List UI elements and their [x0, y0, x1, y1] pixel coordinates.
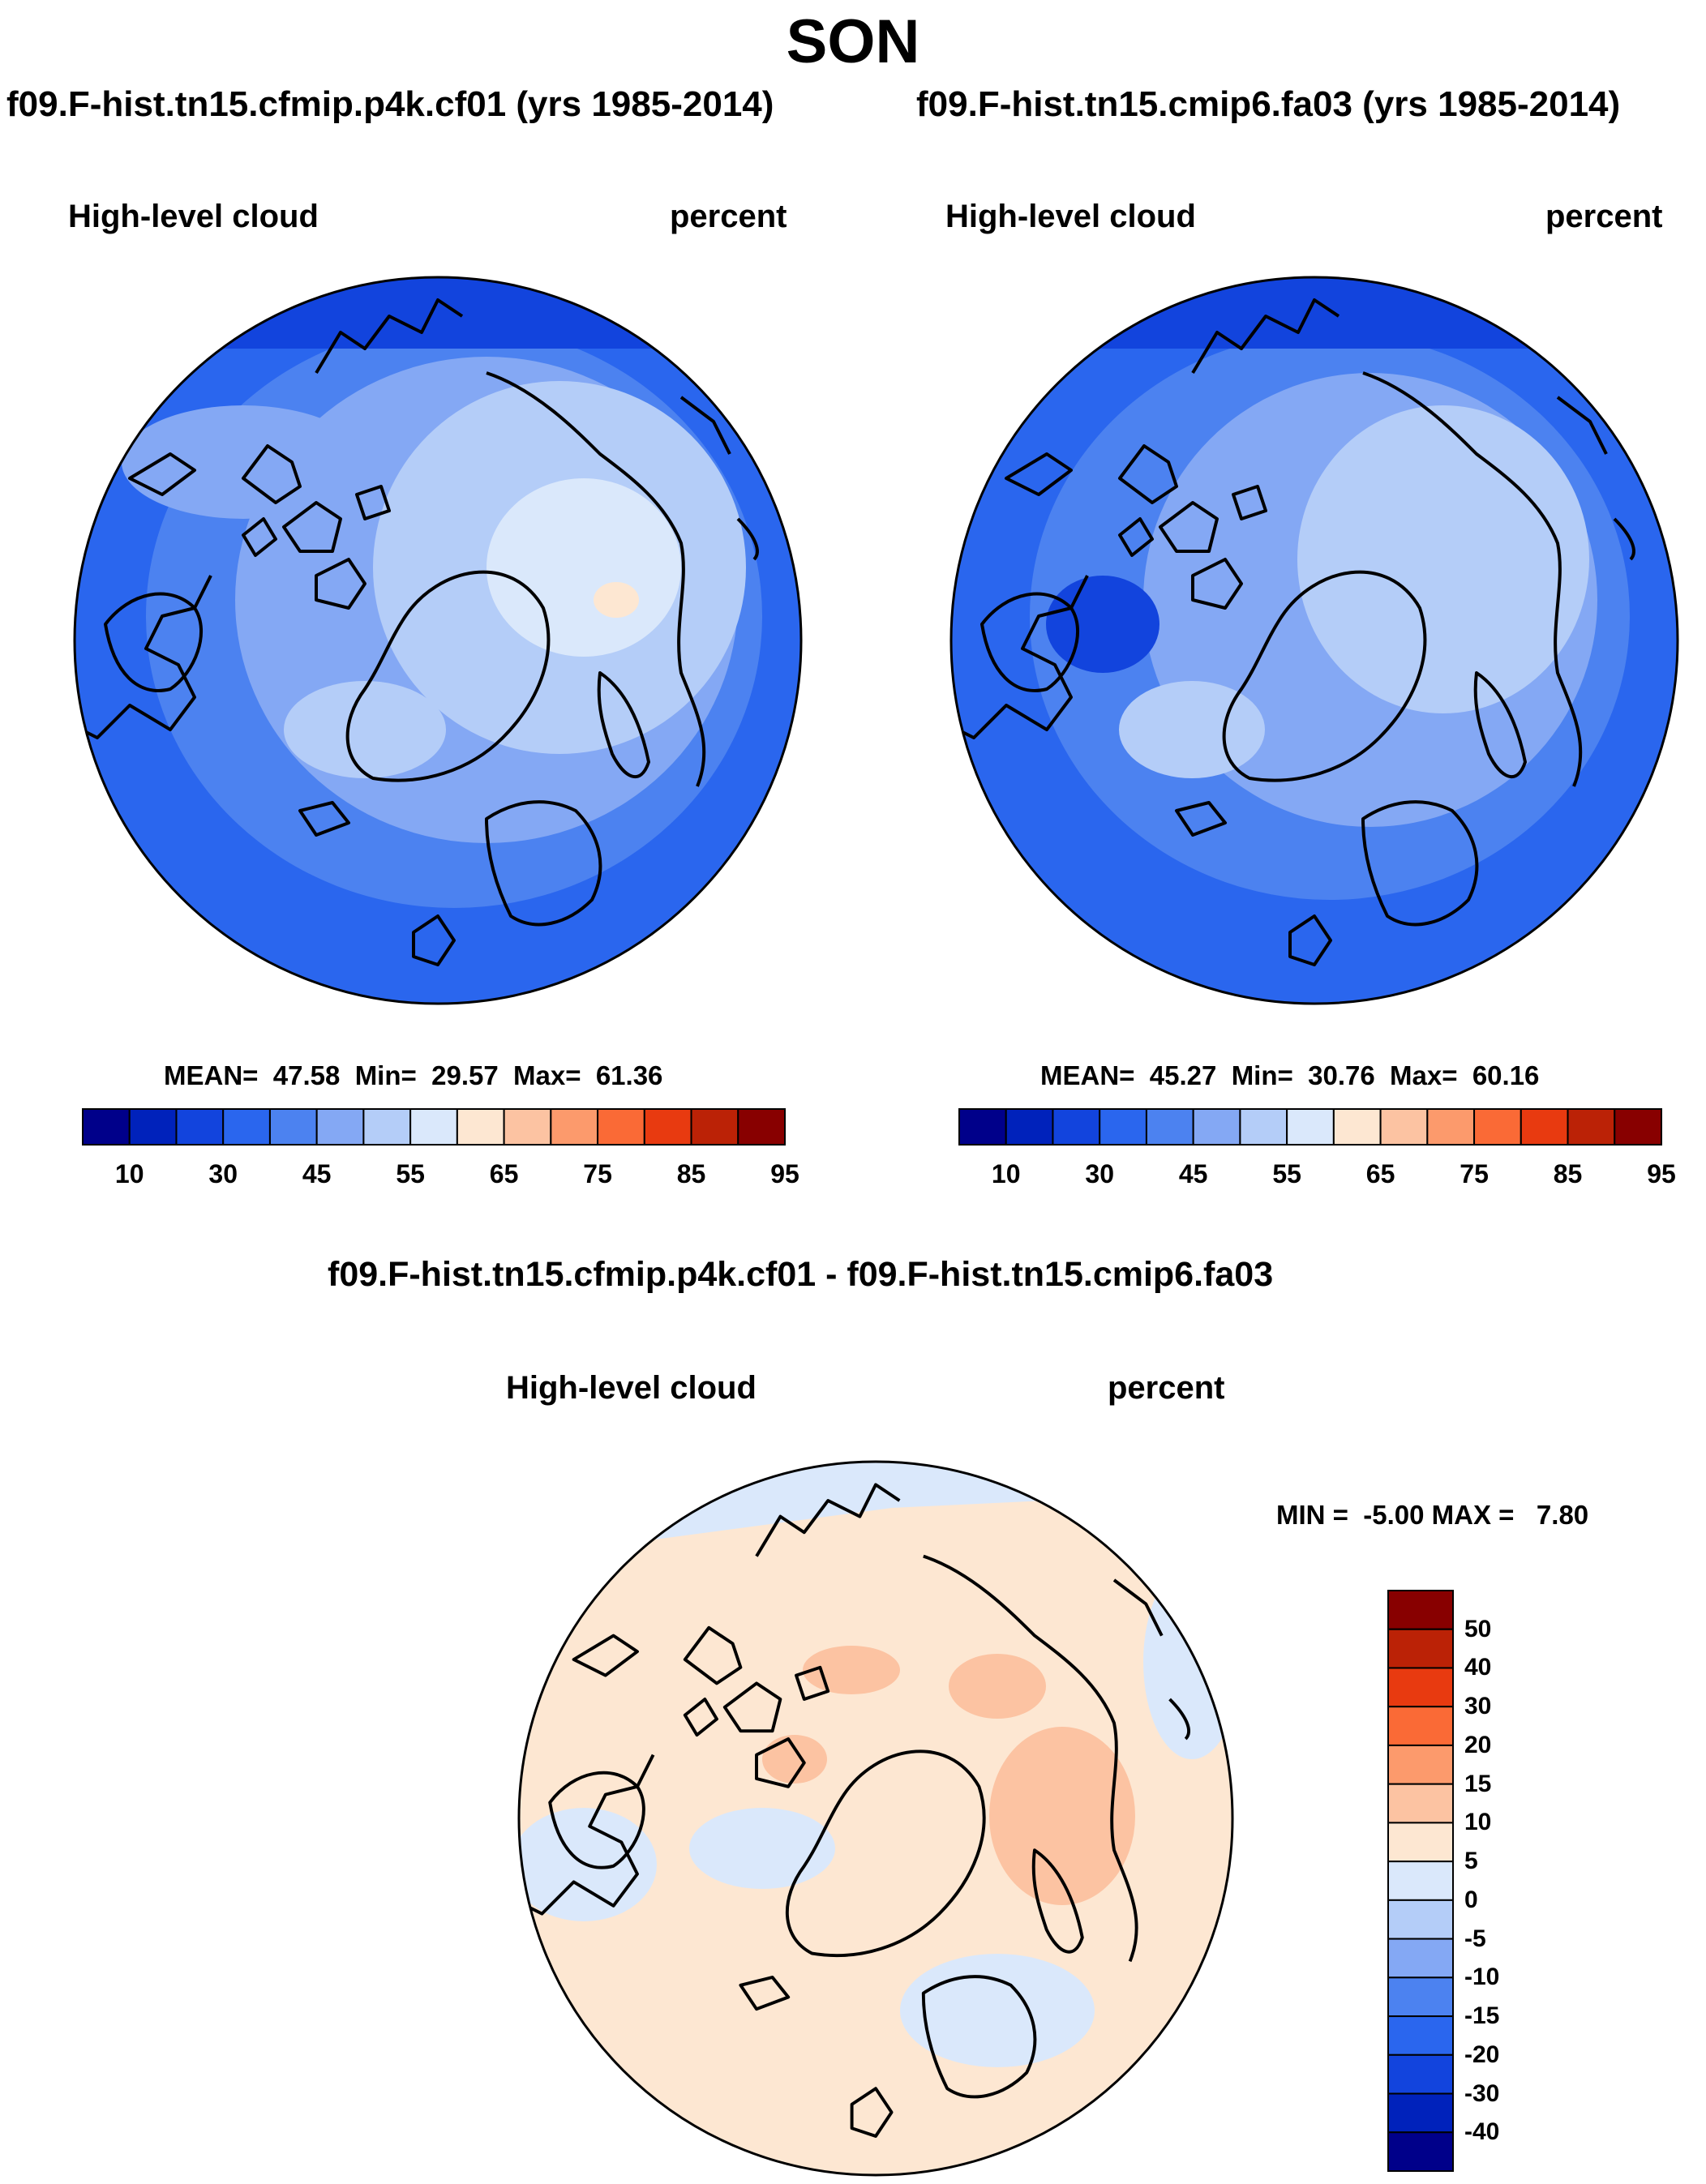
colorbar-right-tick-label: 65 [1365, 1159, 1395, 1188]
colorbar-right-swatch [1286, 1108, 1335, 1146]
colorbar-right-swatch [1192, 1108, 1241, 1146]
colorbar-diff-swatch [1387, 1628, 1454, 1669]
colorbar-right-swatch [1473, 1108, 1522, 1146]
colorbar-left-swatch [597, 1108, 645, 1146]
colorbar-diff-tick-label: 0 [1464, 1886, 1478, 1913]
map-right [951, 277, 1678, 1004]
colorbar-left-swatch [268, 1108, 318, 1146]
colorbar-left-tick-label: 75 [583, 1159, 612, 1188]
panel-right-title: f09.F-hist.tn15.cmip6.fa03 (yrs 1985-201… [916, 84, 1621, 124]
colorbar-left-tick-label: 10 [114, 1159, 144, 1188]
colorbar-right-swatch [1379, 1108, 1429, 1146]
panel-right-units: percent [1545, 199, 1663, 234]
colorbar-diff-tick-label: -40 [1464, 2118, 1500, 2146]
colorbar-diff-tick-label: 40 [1464, 1654, 1492, 1681]
colorbar-left-tick-label: 95 [770, 1159, 799, 1188]
colorbar-right [958, 1108, 1663, 1146]
panel-left-units: percent [670, 199, 787, 234]
colorbar-left-swatch [222, 1108, 271, 1146]
colorbar-diff-swatch [1387, 2131, 1454, 2172]
colorbar-left [82, 1108, 786, 1146]
colorbar-diff-tick-label: -5 [1464, 1925, 1486, 1952]
colorbar-left-tick-label: 65 [489, 1159, 519, 1188]
colorbar-diff-tick-label: 30 [1464, 1693, 1492, 1720]
panel-diff-stats: MIN = -5.00 MAX = 7.80 [1276, 1500, 1589, 1530]
colorbar-diff-swatch [1387, 2092, 1454, 2134]
colorbar-left-tick-label: 30 [208, 1159, 238, 1188]
season-title: SON [786, 7, 920, 76]
colorbar-diff-tick-label: -15 [1464, 2002, 1500, 2030]
colorbar-right-tick-label: 45 [1178, 1159, 1208, 1188]
panel-left-stats: MEAN= 47.58 Min= 29.57 Max= 61.36 [164, 1060, 663, 1090]
colorbar-diff-swatch [1387, 2015, 1454, 2056]
colorbar-diff-tick-label: 20 [1464, 1731, 1492, 1758]
colorbar-left-swatch [128, 1108, 178, 1146]
colorbar-left-tick-label: 85 [676, 1159, 706, 1188]
colorbar-right-swatch [958, 1108, 1007, 1146]
colorbar-right-tick-label: 55 [1272, 1159, 1301, 1188]
colorbar-diff-swatch [1387, 1783, 1454, 1824]
colorbar-left-swatch [643, 1108, 692, 1146]
colorbar-diff-swatch [1387, 1976, 1454, 2018]
colorbar-left-tick-label: 45 [302, 1159, 332, 1188]
colorbar-right-swatch [1520, 1108, 1569, 1146]
colorbar-diff-tick-label: -20 [1464, 2041, 1500, 2068]
map-diff-border [517, 1460, 1234, 2177]
colorbar-diff-tick-label: 5 [1464, 1848, 1478, 1875]
colorbar-diff-swatch [1387, 1861, 1454, 1901]
panel-diff-title: f09.F-hist.tn15.cfmip.p4k.cf01 - f09.F-h… [328, 1255, 1274, 1294]
panel-left-variable: High-level cloud [68, 199, 319, 234]
map-left [75, 277, 801, 1004]
colorbar-right-tick-label: 75 [1460, 1159, 1489, 1188]
map-right-border [949, 276, 1679, 1005]
colorbar-diff-swatch [1387, 1899, 1454, 1940]
colorbar-diff-swatch [1387, 1590, 1454, 1630]
colorbar-right-swatch [1614, 1108, 1663, 1146]
colorbar-right-swatch [1426, 1108, 1476, 1146]
colorbar-right-swatch [1052, 1108, 1101, 1146]
colorbar-right-swatch [1005, 1108, 1054, 1146]
colorbar-right-swatch [1145, 1108, 1194, 1146]
colorbar-left-tick-label: 55 [396, 1159, 425, 1188]
colorbar-right-swatch [1567, 1108, 1616, 1146]
panel-diff-variable: High-level cloud [506, 1370, 757, 1406]
colorbar-left-swatch [409, 1108, 458, 1146]
colorbar-left-swatch [690, 1108, 739, 1146]
colorbar-left-swatch [362, 1108, 412, 1146]
colorbar-diff-swatch [1387, 1706, 1454, 1746]
colorbar-diff-swatch [1387, 2053, 1454, 2095]
colorbar-left-swatch [456, 1108, 505, 1146]
colorbar-right-swatch [1239, 1108, 1288, 1146]
colorbar-diff-tick-label: -10 [1464, 1963, 1500, 1991]
colorbar-diff-tick-label: 10 [1464, 1809, 1492, 1836]
colorbar-diff-tick-label: -30 [1464, 2079, 1500, 2107]
panel-right-stats: MEAN= 45.27 Min= 30.76 Max= 60.16 [1040, 1060, 1540, 1090]
panel-left-title: f09.F-hist.tn15.cfmip.p4k.cf01 (yrs 1985… [6, 84, 774, 124]
colorbar-diff-swatch [1387, 1822, 1454, 1863]
colorbar-diff-tick-label: 50 [1464, 1615, 1492, 1642]
colorbar-diff-swatch [1387, 1667, 1454, 1708]
colorbar-right-tick-label: 10 [991, 1159, 1021, 1188]
colorbar-diff-swatch [1387, 1744, 1454, 1785]
colorbar-right-swatch [1099, 1108, 1147, 1146]
colorbar-diff-swatch [1387, 1938, 1454, 1979]
map-diff [519, 1462, 1232, 2175]
colorbar-diff-tick-label: 15 [1464, 1770, 1492, 1797]
map-left-border [73, 276, 803, 1005]
colorbar-diff [1387, 1590, 1454, 2172]
colorbar-right-tick-label: 95 [1647, 1159, 1676, 1188]
colorbar-left-swatch [503, 1108, 552, 1146]
colorbar-left-swatch [82, 1108, 131, 1146]
colorbar-left-swatch [175, 1108, 225, 1146]
panel-right-variable: High-level cloud [945, 199, 1196, 234]
panel-diff-units: percent [1108, 1370, 1225, 1406]
colorbar-right-tick-label: 30 [1085, 1159, 1114, 1188]
colorbar-left-swatch [737, 1108, 786, 1146]
colorbar-left-swatch [550, 1108, 599, 1146]
colorbar-left-swatch [315, 1108, 365, 1146]
colorbar-right-swatch [1332, 1108, 1382, 1146]
colorbar-right-tick-label: 85 [1553, 1159, 1583, 1188]
